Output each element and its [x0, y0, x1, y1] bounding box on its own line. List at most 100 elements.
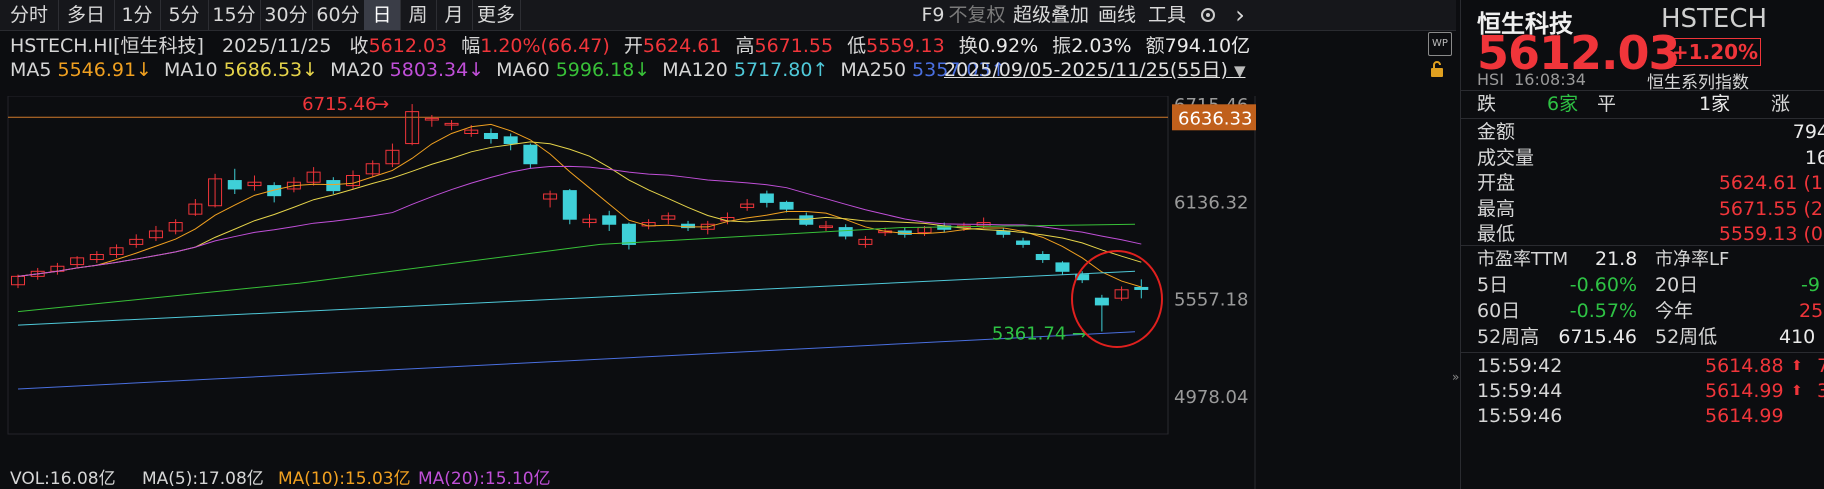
candle-body	[365, 163, 380, 175]
up-arrow-icon: ⬆	[1791, 358, 1803, 374]
tick-row: 15:59:46 5614.99	[1461, 402, 1824, 431]
high-value: 5671.55	[754, 35, 834, 57]
candle-body	[208, 178, 223, 207]
candle-body	[1134, 286, 1149, 290]
tool-button-2[interactable]: 超级叠加	[1012, 4, 1089, 26]
perf-row-2: 60日 -0.57% 今年 25	[1477, 300, 1824, 322]
open-value: 5624.61	[642, 35, 722, 57]
valuation-row: 市盈率TTM 21.8 市净率LF	[1477, 248, 1730, 270]
stat-row: 成交量 16	[1461, 144, 1824, 173]
candle-body	[168, 222, 183, 232]
tick-row: 15:59:44 5614.99 ⬆ 3	[1461, 377, 1824, 406]
ma20-line	[17, 165, 1142, 277]
quote-panel: 恒生科技 HSTECH 5612.03 +1.20% HSI 16:08:34 …	[1460, 0, 1824, 489]
axis-tick-label: 5557.18	[1174, 290, 1248, 311]
volume-legend-text: MA(5):17.08亿	[142, 469, 264, 489]
wp-icon[interactable]: WP	[1428, 32, 1452, 56]
stat-label: 最低	[1477, 223, 1516, 245]
candle-body	[464, 129, 479, 134]
tool-button-4[interactable]: 工具	[1147, 4, 1186, 26]
volume-legend-text: MA(20):15.10亿	[418, 469, 551, 489]
axis-tick-label: 4978.04	[1174, 387, 1248, 408]
stat-value: 5671.55 (2.	[1718, 197, 1824, 220]
candle-body	[621, 223, 636, 245]
candle-body	[503, 136, 518, 145]
candle-body	[858, 238, 873, 245]
stat-row: 金额 794	[1461, 118, 1824, 147]
date-range-selector[interactable]: 2025/09/05-2025/11/25(55日) ▼	[944, 56, 1245, 84]
stat-label: 金额	[1477, 121, 1516, 143]
kline-chart[interactable]: 6715.466136.325557.184978.046636.336715.…	[0, 96, 1456, 489]
tool-button-0[interactable]: F9	[921, 4, 945, 26]
period-tab-5[interactable]: 30分	[260, 0, 313, 30]
down-count: 6家	[1547, 93, 1579, 115]
volume-legend-text: MA(10):15.03亿	[278, 469, 411, 489]
amount-value: 794.10亿	[1164, 35, 1251, 57]
gear-icon[interactable]	[1194, 0, 1222, 30]
period-tab-8[interactable]: 周	[400, 0, 437, 30]
quote-summary: HSTECH.HI[恒生科技] 2025/11/25 收5612.03 幅1.2…	[10, 31, 1250, 61]
candle-body	[799, 215, 814, 225]
candle-body	[1035, 253, 1050, 261]
period-tab-9[interactable]: 月	[436, 0, 473, 30]
turnover-value: 0.92%	[977, 35, 1039, 57]
candle-body	[129, 238, 144, 245]
tick-volume: 7	[1817, 355, 1824, 377]
candle-body	[424, 117, 439, 121]
candle-body	[759, 193, 774, 203]
period-tab-2[interactable]: 1分	[114, 0, 161, 30]
index-price: 5612.03	[1477, 26, 1681, 80]
candle-body	[582, 218, 597, 224]
lock-icon[interactable]	[1428, 60, 1446, 78]
index-name: 恒生科技	[1477, 10, 1573, 38]
ma120-line	[17, 270, 1136, 326]
high-label: 高	[735, 35, 755, 57]
tool-button-3[interactable]: 画线	[1097, 4, 1136, 26]
period-tab-6[interactable]: 60分	[312, 0, 365, 30]
close-value: 5612.03	[368, 35, 448, 57]
ma-value-4: 5717.80↑	[733, 59, 829, 81]
current-price-tag-text: 6636.33	[1178, 108, 1252, 129]
low-marker-label: 5361.74	[992, 324, 1066, 345]
amount-label: 额	[1145, 35, 1165, 57]
divider	[1461, 118, 1824, 119]
change-badge: +1.20%	[1669, 38, 1761, 66]
period-tab-3[interactable]: 5分	[160, 0, 209, 30]
index-family-label: 恒生系列指数	[1647, 73, 1749, 93]
annotation-circle	[1071, 250, 1163, 348]
period-tab-0[interactable]: 分时	[0, 0, 59, 30]
ma5-line	[17, 123, 1142, 288]
tool-button-1[interactable]: 不复权	[948, 4, 1006, 26]
ma-name-4: MA120	[662, 59, 728, 81]
candle-body	[483, 132, 498, 140]
stat-row: 最低 5559.13 (0.	[1461, 220, 1824, 249]
ma-name-0: MA5	[10, 59, 52, 81]
candle-body	[385, 149, 400, 165]
candle-body	[247, 181, 262, 187]
candle-body	[405, 111, 420, 145]
up-arrow-icon: ⬆	[1791, 383, 1803, 399]
ma-value-3: 5996.18↓	[555, 59, 651, 81]
period-tab-4[interactable]: 15分	[208, 0, 261, 30]
chevron-right-icon[interactable]: ›	[1235, 1, 1245, 29]
candle-body	[109, 247, 124, 255]
perf-row-1: 5日 -0.60% 20日 -9	[1477, 274, 1820, 296]
period-tab-7[interactable]: 日	[364, 0, 401, 30]
period-tab-10[interactable]: 更多	[472, 0, 521, 30]
candle-body	[779, 201, 794, 210]
low-marker-arrow: →	[1072, 324, 1087, 345]
candle-body	[326, 180, 341, 192]
low-label: 低	[847, 35, 867, 57]
period-tab-1[interactable]: 多日	[58, 0, 115, 30]
quote-time: 16:08:34	[1514, 70, 1586, 89]
quote-date: 2025/11/25	[221, 35, 332, 57]
amplitude-value: 2.03%	[1071, 35, 1132, 57]
divider	[1461, 245, 1824, 246]
collapse-arrow-icon[interactable]: »	[1452, 370, 1460, 384]
flat-count: 1家	[1699, 93, 1731, 115]
candle-body	[148, 230, 163, 239]
tick-price: 5614.99	[1705, 405, 1784, 427]
ma250-line	[17, 331, 1136, 390]
tick-time: 15:59:42	[1477, 355, 1563, 377]
candle-body	[1016, 240, 1031, 245]
